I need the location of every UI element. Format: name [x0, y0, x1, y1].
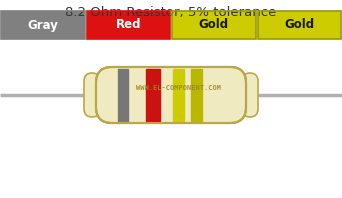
Text: Gold: Gold	[199, 18, 229, 31]
FancyBboxPatch shape	[96, 67, 246, 123]
Bar	[173, 69, 184, 121]
Bar	[258, 11, 341, 39]
Text: Red: Red	[116, 18, 141, 31]
Bar	[118, 69, 128, 121]
Bar	[191, 69, 202, 121]
Bar	[87, 11, 170, 39]
Bar	[258, 11, 341, 39]
Bar	[87, 11, 170, 39]
Text: WWW.EL-COMPONENT.COM: WWW.EL-COMPONENT.COM	[136, 85, 222, 91]
Bar	[172, 11, 255, 39]
FancyBboxPatch shape	[242, 73, 258, 117]
Bar	[172, 11, 255, 39]
Bar	[1, 11, 84, 39]
FancyBboxPatch shape	[84, 73, 100, 117]
Bar	[146, 69, 160, 121]
Text: Gray: Gray	[27, 18, 58, 31]
Text: Gold: Gold	[284, 18, 314, 31]
Bar	[1, 11, 84, 39]
FancyBboxPatch shape	[96, 67, 246, 123]
Text: 8.2 Ohm Resistor, 5% tolerance: 8.2 Ohm Resistor, 5% tolerance	[65, 6, 277, 19]
